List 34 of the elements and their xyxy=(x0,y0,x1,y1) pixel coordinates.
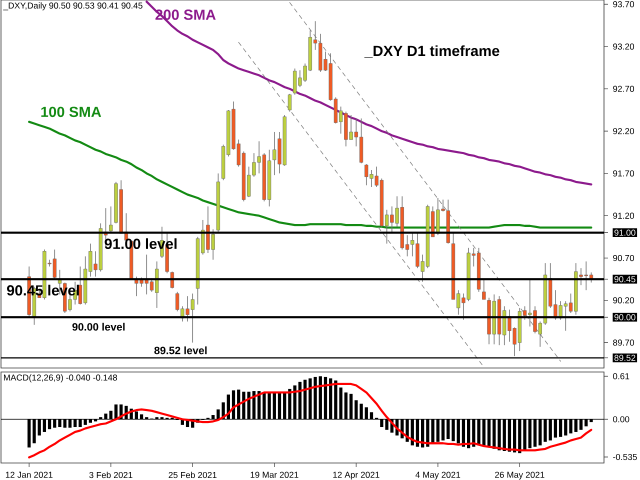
y-tick-label: 91.70 xyxy=(613,170,634,176)
chart-title: _DXY,Daily 90.50 90.53 90.41 90.45 xyxy=(3,2,142,10)
y-tick-label: 93.20 xyxy=(613,43,634,50)
y-tick-label: 92.20 xyxy=(613,128,634,134)
line-series xyxy=(289,2,561,362)
x-tick-label: 26 May 2021 xyxy=(495,472,544,480)
y-tick-label: 93.70 xyxy=(613,1,634,8)
candlestick xyxy=(482,280,486,300)
x-tick-label: 4 May 2021 xyxy=(415,472,460,480)
y-tick-label: 0.00 xyxy=(613,416,630,422)
candlestick xyxy=(109,206,113,234)
line-series xyxy=(146,0,592,186)
y-tick-label: 90.00 xyxy=(614,314,636,320)
y-tick-label: 91.00 xyxy=(614,230,636,236)
y-tick-label: 90.70 xyxy=(613,254,634,262)
chart-title: MACD(12,26,9) -0.040 -0.148 xyxy=(4,374,118,382)
y-tick-label: -0.535 xyxy=(613,454,637,460)
y-tick-label: 89.70 xyxy=(613,340,634,346)
y-tick-label: 90.45 xyxy=(614,276,636,282)
x-tick-label: 25 Feb 2021 xyxy=(168,472,217,478)
candlestick xyxy=(288,94,292,112)
x-tick-label: 3 Feb 2021 xyxy=(89,472,132,478)
y-tick-label: 92.70 xyxy=(613,86,634,92)
annotation: _DXY D1 timeframe xyxy=(364,45,500,58)
y-tick-label: 91.20 xyxy=(613,212,634,219)
series-label: 100 SMA xyxy=(41,106,102,118)
x-tick-label: 12 Apr 2021 xyxy=(333,472,380,480)
ref-line-label: 89.52 level xyxy=(154,346,207,354)
ref-line-label: 90.00 level xyxy=(72,322,125,331)
y-tick-label: 90.20 xyxy=(613,297,634,304)
y-tick-label: 89.52 xyxy=(614,354,636,361)
x-tick-label: 12 Jan 2021 xyxy=(6,472,53,478)
y-tick-label: 0.61 xyxy=(613,373,630,380)
x-tick-label: 19 Mar 2021 xyxy=(250,472,298,478)
